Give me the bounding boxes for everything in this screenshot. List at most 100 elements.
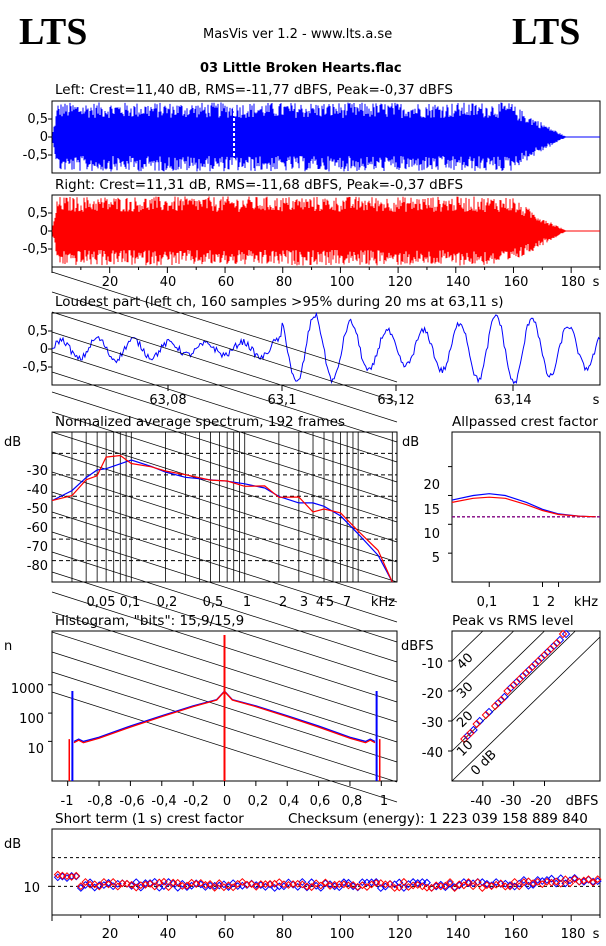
- spec-slope-line: [51, 271, 398, 383]
- st-point: [478, 884, 487, 892]
- st-xtick: 120: [388, 927, 413, 942]
- st-xtick: 100: [330, 927, 355, 942]
- st-xtick: 180: [561, 927, 586, 942]
- rw-ytick-neg: -0,5: [23, 242, 48, 257]
- st-point: [169, 878, 178, 887]
- st-point: [247, 880, 256, 888]
- pr-crest-label: 40: [454, 651, 476, 673]
- st-point: [395, 878, 404, 887]
- st-point: [455, 881, 464, 890]
- st-point: [316, 881, 325, 890]
- st-point: [386, 880, 394, 888]
- st-point: [173, 878, 182, 887]
- allpassed-frame: [451, 431, 601, 583]
- ap-ytick: 5: [432, 551, 440, 566]
- spec-slope-line: [51, 451, 398, 563]
- hist-xtick: 1: [380, 794, 388, 809]
- pr-point: [506, 683, 515, 693]
- spec-xtick: 0,05: [87, 595, 116, 610]
- lp-xtick: 63,12: [377, 393, 414, 408]
- st-point: [593, 875, 602, 884]
- pr-point: [494, 698, 503, 708]
- st-point: [307, 883, 316, 892]
- spec-slope-line: [51, 511, 398, 623]
- spec-ylabel: dB: [4, 435, 21, 450]
- ap-series-0: [451, 493, 596, 518]
- pr-ytick: -40: [422, 746, 443, 761]
- spec-slope-line: [51, 411, 398, 523]
- spec-slope-line: [51, 291, 398, 403]
- st-point: [76, 882, 85, 891]
- st-xtick: 20: [102, 927, 119, 942]
- pr-point: [521, 668, 531, 678]
- ap-xtick: 1: [532, 595, 540, 610]
- hist-xtick: -0,4: [151, 794, 176, 809]
- spec-xtick: 0,1: [120, 595, 141, 610]
- st-point: [506, 882, 514, 891]
- pr-point: [509, 680, 518, 690]
- spec-xtick: 4: [316, 595, 324, 610]
- st-point: [570, 875, 579, 883]
- st-point: [76, 883, 85, 892]
- st-point: [238, 877, 247, 886]
- pr-xtick: -20: [530, 794, 551, 809]
- st-point: [321, 878, 330, 887]
- rw-xtick: 100: [330, 275, 355, 290]
- st-point: [510, 882, 519, 891]
- st-point: [243, 880, 251, 889]
- loudest-trace: [51, 311, 601, 385]
- st-point: [316, 883, 325, 892]
- spec-xtick: kHz: [371, 595, 395, 610]
- lp-ytick-pos: 0,5: [27, 324, 48, 339]
- st-xtick: s: [593, 927, 600, 942]
- checksum-label: Checksum (energy): 1 223 039 158 889 840: [288, 811, 588, 827]
- pr-point: [527, 662, 537, 672]
- rw-ytick-pos: 0,5: [27, 206, 48, 221]
- ap-xtick: 0,1: [477, 595, 498, 610]
- st-point: [418, 878, 427, 887]
- spec-slope-line: [51, 431, 398, 543]
- lw-ytick-pos: 0,5: [27, 112, 48, 127]
- pr-point: [555, 635, 565, 645]
- lp-ytick-neg: -0,5: [23, 360, 48, 375]
- st-point: [510, 877, 519, 886]
- lp-xtick: 63,08: [149, 393, 186, 408]
- st-point: [459, 881, 468, 890]
- st-point: [330, 880, 339, 889]
- spec-slope-line: [51, 471, 398, 583]
- spec-slope-line: [51, 351, 398, 463]
- st-point: [95, 882, 104, 891]
- st-point: [86, 880, 95, 889]
- st-point: [561, 875, 570, 884]
- rw-xticks: 20 40 60 80 100 120 140 160 180 s: [102, 275, 600, 290]
- st-point: [159, 877, 168, 886]
- st-ytick: 10: [23, 881, 40, 896]
- logo-right: LTS: [512, 11, 581, 53]
- pr-point: [472, 719, 481, 729]
- peak-rms-frame: [451, 630, 601, 782]
- st-point: [136, 883, 145, 892]
- spec-xtick: 0,2: [157, 595, 178, 610]
- pr-point: [515, 674, 525, 684]
- st-xtick: 40: [160, 927, 177, 942]
- rw-xtick: 40: [160, 275, 177, 290]
- pr-ytick: -20: [422, 687, 443, 702]
- ap-ytick: 20: [423, 478, 440, 493]
- rw-xtick: 140: [446, 275, 471, 290]
- st-point: [136, 881, 145, 890]
- pr-point: [540, 650, 549, 660]
- file-name: 03 Little Broken Hearts.flac: [200, 61, 402, 76]
- st-point: [266, 879, 275, 888]
- spec-xtick: 3: [300, 595, 308, 610]
- st-point: [547, 874, 556, 883]
- pr-crest-label: 10: [454, 738, 476, 760]
- pr-point: [460, 734, 469, 744]
- st-point: [118, 879, 127, 888]
- st-point: [446, 878, 454, 886]
- st-point: [589, 878, 598, 887]
- pr-point: [558, 629, 568, 639]
- st-point: [422, 878, 431, 887]
- peak-rms-title: Peak vs RMS level: [452, 613, 574, 629]
- loudest-part-title: Loudest part (left ch, 160 samples >95% …: [55, 294, 504, 310]
